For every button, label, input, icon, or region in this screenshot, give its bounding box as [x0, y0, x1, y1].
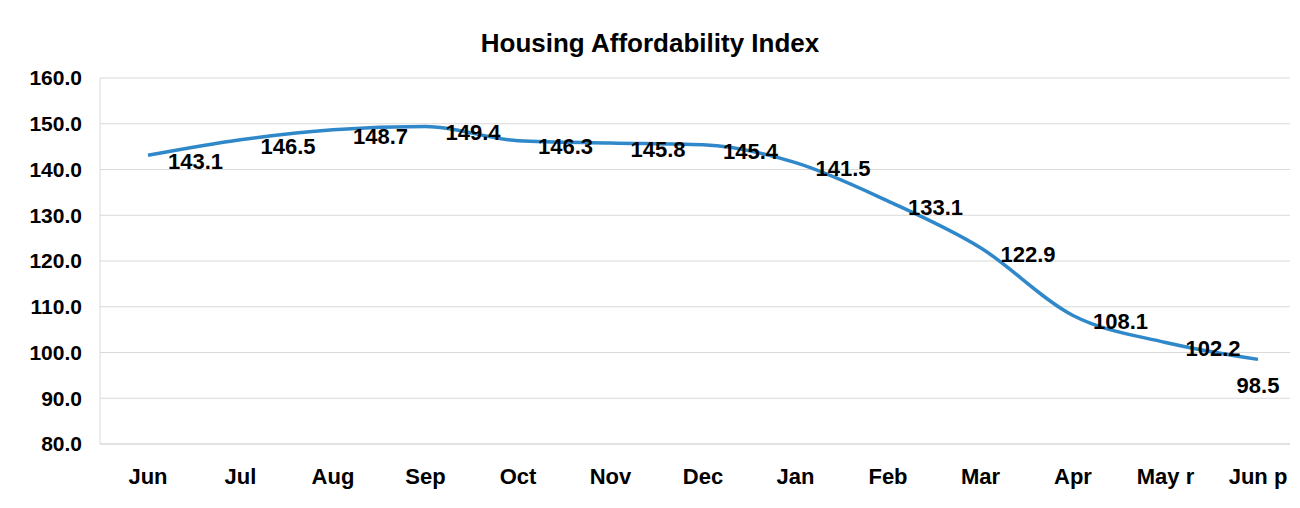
svg-text:149.4: 149.4 — [446, 120, 502, 145]
svg-text:145.4: 145.4 — [723, 139, 779, 164]
html-text:Housing Affordability Index: Housing Affordability Index — [480, 28, 820, 58]
svg-text:141.5: 141.5 — [816, 156, 871, 181]
svg-text:Jan: Jan — [777, 464, 815, 489]
svg-text:146.5: 146.5 — [261, 134, 316, 159]
svg-text:108.1: 108.1 — [1093, 309, 1148, 334]
svg-text:133.1: 133.1 — [908, 195, 963, 220]
svg-text:98.5: 98.5 — [1237, 373, 1280, 398]
svg-text:Jul: Jul — [225, 464, 257, 489]
svg-text:150.0: 150.0 — [29, 112, 82, 135]
svg-text:148.7: 148.7 — [353, 124, 408, 149]
svg-text:146.3: 146.3 — [538, 134, 593, 159]
svg-text:Jun: Jun — [128, 464, 167, 489]
svg-text:Nov: Nov — [590, 464, 632, 489]
svg-text:160.0: 160.0 — [29, 66, 82, 89]
svg-text:Mar: Mar — [961, 464, 1001, 489]
svg-text:122.9: 122.9 — [1001, 242, 1056, 267]
svg-text:90.0: 90.0 — [41, 387, 82, 410]
svg-text:140.0: 140.0 — [29, 158, 82, 181]
svg-text:100.0: 100.0 — [29, 341, 82, 364]
svg-text:102.2: 102.2 — [1186, 336, 1241, 361]
svg-text:130.0: 130.0 — [29, 204, 82, 227]
svg-text:120.0: 120.0 — [29, 249, 82, 272]
svg-text:143.1: 143.1 — [168, 149, 223, 174]
svg-text:80.0: 80.0 — [41, 432, 82, 455]
svg-text:Aug: Aug — [312, 464, 355, 489]
svg-text:Sep: Sep — [405, 464, 445, 489]
svg-text:Apr: Apr — [1054, 464, 1092, 489]
svg-text:110.0: 110.0 — [31, 295, 82, 318]
svg-text:Feb: Feb — [868, 464, 907, 489]
svg-text:Jun p: Jun p — [1229, 464, 1288, 489]
svg-text:145.8: 145.8 — [631, 137, 686, 162]
svg-text:Dec: Dec — [683, 464, 723, 489]
svg-text:May r: May r — [1137, 464, 1195, 489]
svg-text:Oct: Oct — [500, 464, 537, 489]
